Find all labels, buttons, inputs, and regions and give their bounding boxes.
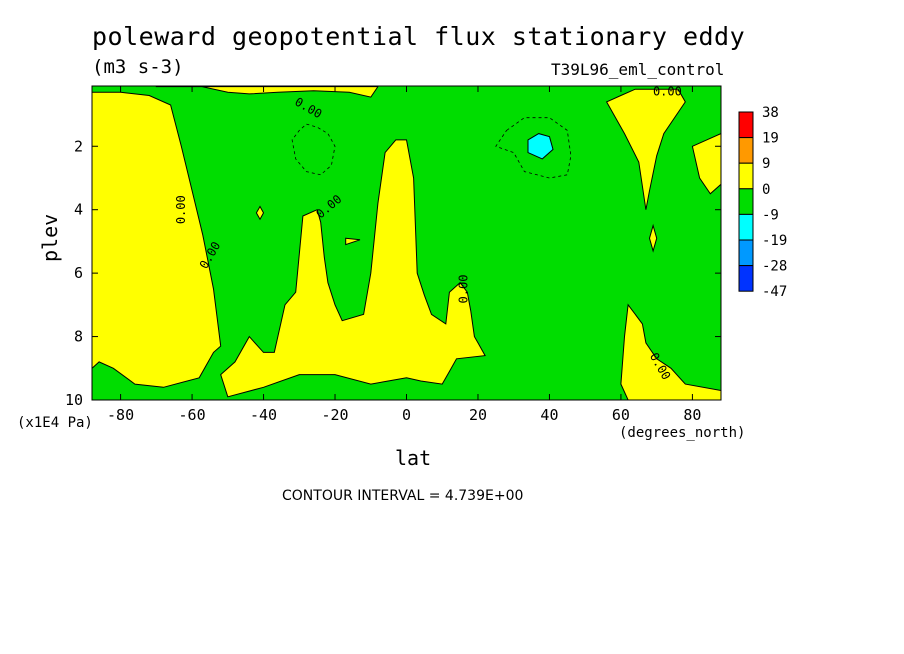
x-tick-label: 40 [540, 406, 558, 424]
colorbar-swatch [738, 137, 754, 164]
x-tick-label: 80 [683, 406, 701, 424]
x-tick-label: -60 [179, 406, 206, 424]
region-positive-0-to-9 [691, 133, 721, 195]
colorbar-label: -28 [762, 259, 787, 275]
colorbar-swatch [738, 239, 754, 267]
y-tick-label: 8 [74, 328, 83, 346]
region-positive-0-to-9 [255, 205, 265, 221]
contour-label: 0.00 [456, 275, 470, 304]
x-tick-label: -80 [107, 406, 134, 424]
region-negative--19-to--9 [527, 133, 554, 160]
contours-layer [291, 117, 572, 179]
region-positive-0-to-9 [92, 91, 222, 388]
x-axis-units: (degrees_north) [619, 425, 746, 441]
colorbar-label: -9 [762, 207, 779, 223]
y-axis-label: plev [38, 213, 62, 262]
x-tick-label: 20 [469, 406, 487, 424]
colorbar-label: -47 [762, 284, 787, 300]
dashed-contour [291, 123, 336, 176]
colorbar-label: 0 [762, 182, 770, 198]
region-positive-0-to-9 [345, 237, 361, 246]
y-tick-label: 4 [74, 201, 83, 219]
y-tick-label: 10 [65, 391, 83, 409]
chart-units: (m3 s-3) [92, 56, 184, 78]
dashed-contour [495, 117, 572, 179]
y-tick-label: 6 [74, 264, 83, 282]
colorbar-label: 19 [762, 131, 779, 147]
contour-interval: CONTOUR INTERVAL = 4.739E+00 [282, 488, 524, 504]
x-tick-label: 60 [612, 406, 630, 424]
x-axis: -80 -60 -40 -20 0 20 40 60 80 [107, 86, 701, 424]
colorbar: 38 19 9 0 -9 -19 -28 -47 [738, 105, 787, 300]
colorbar-swatch [738, 111, 754, 139]
x-tick-label: 0 [402, 406, 411, 424]
contour-labels-layer: 0.000.000.000.000.000.000.00 [174, 85, 682, 382]
y-axis: 2 4 6 8 10 [65, 137, 721, 409]
region-positive-0-to-9 [220, 139, 486, 398]
colorbar-label: 9 [762, 156, 770, 172]
region-positive-0-to-9 [620, 303, 721, 400]
regions-layer [92, 86, 721, 400]
region-positive-0-to-9 [648, 223, 658, 253]
colorbar-label: -19 [762, 233, 787, 249]
contour-label: 0.00 [653, 85, 682, 99]
run-label: T39L96_eml_control [551, 60, 725, 79]
y-tick-label: 2 [74, 137, 83, 155]
colorbar-swatch [738, 213, 754, 241]
region-positive-0-to-9 [605, 88, 686, 210]
colorbar-swatch [738, 162, 754, 190]
chart-title: poleward geopotential flux stationary ed… [92, 22, 746, 51]
y-axis-units: (x1E4 Pa) [17, 415, 93, 431]
region-positive-0-to-9 [155, 86, 379, 98]
region-positive-0-to-9 [92, 129, 93, 211]
x-tick-label: -20 [321, 406, 348, 424]
colorbar-label: 38 [762, 105, 779, 121]
contour-label: 0.00 [174, 195, 188, 224]
x-axis-label: lat [395, 446, 432, 470]
x-tick-label: -40 [250, 406, 277, 424]
colorbar-swatch [738, 265, 754, 292]
colorbar-swatch [738, 188, 754, 215]
